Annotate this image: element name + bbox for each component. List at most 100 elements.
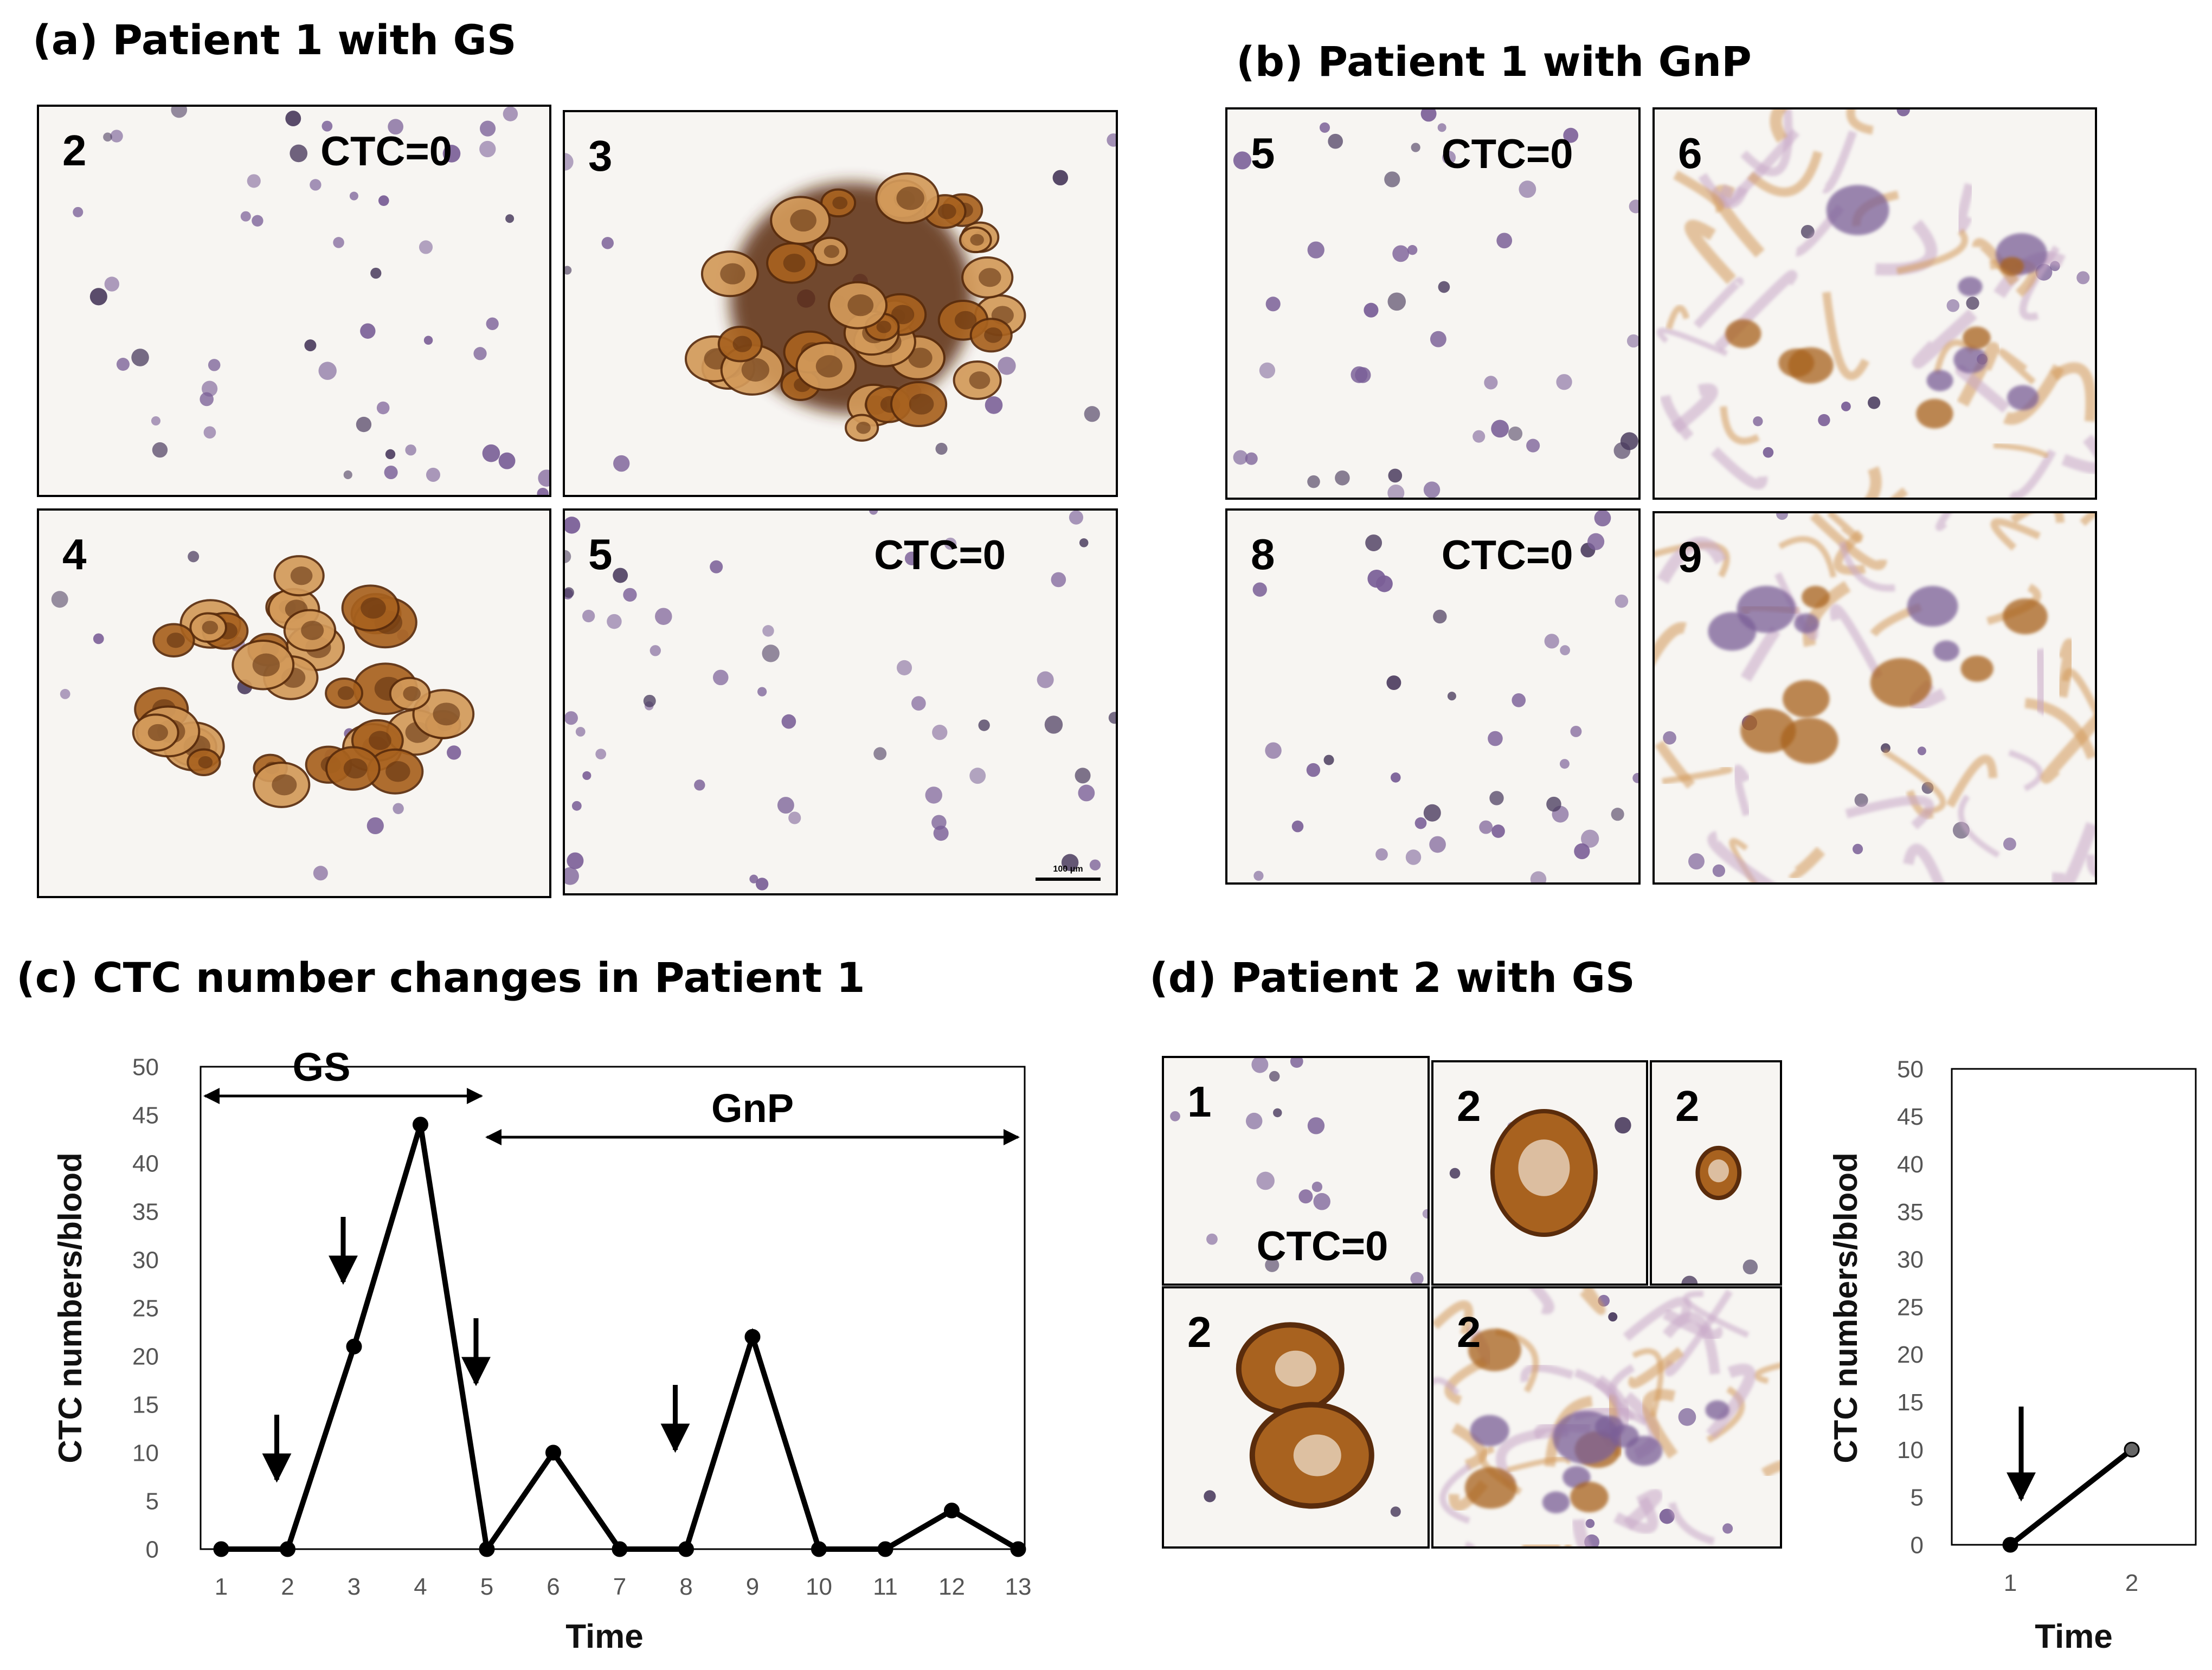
- tumor-cell: [1916, 398, 1953, 429]
- chart-d-points: [2002, 1441, 2140, 1553]
- tumor-cell-nucleus: [908, 347, 933, 368]
- micrograph-background: [1163, 1057, 1429, 1285]
- nucleus-cell: [93, 633, 104, 644]
- nucleus-cell: [376, 401, 390, 415]
- nucleus-cell: [1089, 859, 1101, 871]
- nucleus-cell: [290, 144, 308, 163]
- chart-c-point: [413, 1117, 428, 1133]
- nucleus-cell: [1841, 401, 1851, 411]
- nucleus-cell: [110, 130, 123, 143]
- tumor-cell-nucleus: [783, 253, 806, 273]
- panel-d-title: (d) Patient 2 with GS: [1149, 953, 1635, 1002]
- nucleus-cell: [1365, 534, 1382, 551]
- nucleus-cell: [1430, 331, 1446, 347]
- cell-process: [1896, 229, 1969, 275]
- tumor-cell: [1737, 585, 1796, 633]
- nucleus-cell: [208, 359, 221, 371]
- b-micrograph-3: 8 CTC=0: [1225, 508, 1641, 885]
- nucleus-cell: [1107, 133, 1117, 147]
- a-micrograph-2: 3: [563, 110, 1118, 497]
- nucleus-cell: [1245, 1112, 1263, 1130]
- micrograph-number: 2: [1187, 1308, 1212, 1356]
- nucleus-cell: [538, 469, 550, 487]
- chart-d-series-line: [2008, 1447, 2134, 1547]
- tumor-cell-nucleus: [1708, 1159, 1729, 1183]
- cell-process: [1810, 512, 1887, 570]
- nucleus-cell: [384, 465, 398, 480]
- nucleus-cell: [1484, 376, 1498, 390]
- cell-process: [1698, 173, 1748, 209]
- nucleus-cell: [935, 442, 948, 455]
- chart-c-x-label: Time: [565, 1618, 644, 1655]
- nucleus-cell: [1688, 853, 1705, 870]
- nucleus-cell: [1051, 572, 1066, 588]
- cell-process: [1747, 150, 1823, 197]
- ctc-count-label: CTC=0: [1442, 532, 1573, 578]
- nucleus-cell: [419, 240, 433, 254]
- chart-d-point: [2124, 1441, 2140, 1458]
- micrograph-frame: [1652, 511, 2097, 885]
- nucleus-cell: [564, 867, 579, 885]
- nucleus-cell: [385, 449, 396, 460]
- nucleus-cell: [1245, 452, 1258, 465]
- cell-process: [1778, 536, 1837, 578]
- nucleus-cell: [1763, 447, 1774, 458]
- nucleus-cell: [1319, 122, 1330, 133]
- chart-d-y-tick-label: 40: [1897, 1151, 1924, 1178]
- tumor-cell: [1705, 1400, 1729, 1420]
- nucleus-cell: [1044, 715, 1063, 734]
- nucleus-cell: [1335, 470, 1350, 486]
- chart-c-y-ticks: 0 5 10 15 20 25 30 35 40 45 50: [132, 1054, 159, 1563]
- panel-a-micrographs: 2 CTC=0 3 4 5 CTC=0 100 μm: [37, 105, 1118, 898]
- nucleus-cell: [643, 694, 656, 707]
- nucleus-cell: [1489, 791, 1504, 805]
- chart-d-y-label: CTC numbers/blood: [1828, 1152, 1864, 1463]
- panel-b-micrographs: 5 CTC=0 6 8 CTC=0 9: [1225, 107, 2097, 885]
- nucleus-cell: [203, 426, 216, 439]
- nucleus-cell: [712, 669, 729, 686]
- cell-process: [1729, 838, 1758, 884]
- chart-d-point: [2002, 1537, 2018, 1553]
- cell-process: [1912, 308, 1977, 369]
- micrograph-number: 2: [1457, 1082, 1481, 1130]
- nucleus-cell: [1061, 854, 1079, 872]
- nucleus-cell: [171, 106, 188, 118]
- scale-bar-label: 100 μm: [1053, 865, 1083, 874]
- nucleus-cell: [1681, 1275, 1698, 1285]
- micrograph-number: 5: [588, 530, 613, 578]
- nucleus-cell: [1206, 1233, 1218, 1245]
- tumor-cell-nucleus: [876, 320, 891, 333]
- micrograph-number: 2: [1675, 1082, 1700, 1130]
- tumor-cell-nucleus: [252, 653, 280, 676]
- nucleus-cell: [1386, 675, 1401, 690]
- nucleus-cell: [710, 560, 723, 573]
- chart-d-plot-frame: [1951, 1068, 2197, 1546]
- micrograph-frame: [1652, 107, 2097, 500]
- micrograph-number: 8: [1251, 530, 1275, 578]
- tumor-cell-nucleus: [824, 244, 840, 258]
- tumor-cell: [1963, 326, 1991, 349]
- nucleus-cell: [503, 106, 518, 121]
- nucleus-cell: [486, 317, 499, 330]
- nucleus-cell: [1306, 763, 1321, 777]
- cell-process: [1660, 395, 1694, 441]
- nucleus-cell: [1776, 512, 1788, 520]
- nucleus-cell: [1259, 362, 1276, 379]
- nucleus-cell: [1387, 292, 1406, 311]
- d-micrograph-5: 2: [1431, 1286, 1782, 1549]
- cell-process: [1572, 1519, 1593, 1548]
- nucleus-cell: [1594, 510, 1611, 527]
- chart-c-point: [744, 1329, 761, 1345]
- micrograph-frame: [1650, 1060, 1782, 1286]
- cell-process: [1623, 1297, 1692, 1342]
- chart-c-x-tick-label: 10: [806, 1574, 832, 1600]
- nucleus-cell: [1407, 244, 1418, 255]
- nucleus-cell: [1544, 634, 1559, 649]
- nucleus-cell: [564, 711, 578, 725]
- nucleus-cell: [985, 396, 1003, 414]
- nucleus-cell: [1423, 481, 1441, 498]
- nucleus-cell: [1079, 538, 1089, 547]
- nucleus-cell: [1323, 755, 1334, 765]
